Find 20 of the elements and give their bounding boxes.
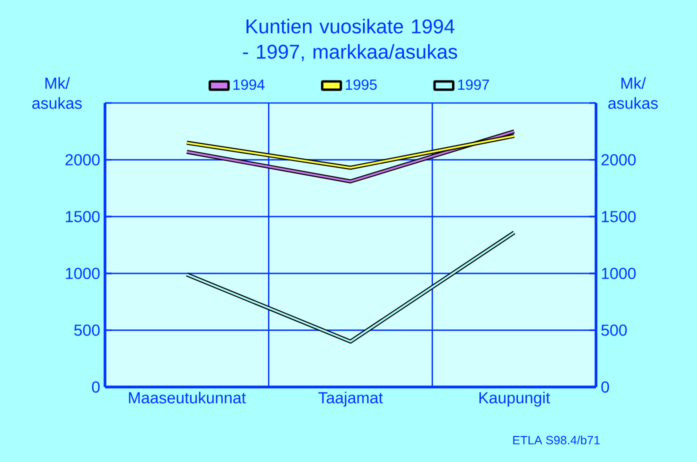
legend-label: 1997 (458, 80, 489, 90)
y2-tick-label: 1000 (602, 268, 636, 280)
legend-label: 1994 (233, 80, 265, 90)
y-tick-label: 1500 (66, 210, 100, 222)
chart-title: Kuntien vuosikate 1994 - 1997, markkaa/asukas (243, 18, 458, 62)
y2-tick-label: 2000 (602, 154, 636, 166)
y2-axis-title: Mk/ asukas (608, 77, 658, 109)
y-tick-label: 0 (92, 381, 100, 393)
x-tick-label: Kaupungit (479, 392, 550, 407)
y-axis-title: Mk/ asukas (32, 77, 82, 109)
text: ETLA S98.4/b71 (513, 436, 600, 444)
y-tick-label: 2000 (65, 154, 100, 166)
legend-label: 1995 (346, 80, 377, 90)
x-tick-label: Maaseutukunnat (129, 392, 246, 404)
y-tick-label: 500 (74, 324, 100, 336)
x-tick-label: Taajamat (318, 392, 383, 407)
y2-tick-label: 500 (601, 324, 627, 336)
y2-tick-label: 0 (601, 381, 609, 393)
y2-tick-label: 1500 (602, 210, 636, 222)
y-tick-label: 1000 (66, 268, 100, 280)
